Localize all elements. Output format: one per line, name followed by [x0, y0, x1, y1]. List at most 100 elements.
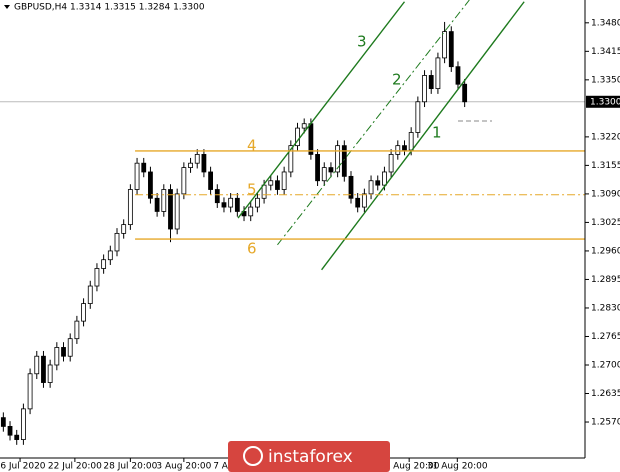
candle-body: [107, 250, 113, 261]
candle-body: [435, 57, 441, 90]
candle-body: [81, 303, 86, 322]
candle-body: [47, 364, 53, 383]
candle-body: [181, 167, 187, 195]
watermark-banner: [228, 441, 390, 472]
candle-body: [361, 193, 367, 208]
candle-body: [7, 426, 13, 436]
watermark-text: instaforex: [268, 447, 353, 467]
candle-body: [442, 31, 448, 59]
candle-body: [101, 259, 107, 269]
candle-body: [27, 373, 33, 410]
candle-body: [168, 189, 173, 230]
candle-body: [462, 83, 468, 103]
y-tick-label: 1.2960: [591, 246, 620, 256]
current-price-box: [586, 95, 620, 108]
candle-body: [301, 123, 307, 129]
candle-body: [315, 154, 320, 182]
candle-body: [275, 180, 280, 190]
y-tick-label: 1.3025: [591, 218, 620, 228]
y-tick-label: 1.3415: [591, 47, 620, 57]
candle-body: [174, 193, 180, 230]
candle-body: [288, 145, 294, 173]
candle-body: [254, 197, 260, 208]
x-tick-label: 22 Jul 20:00: [48, 462, 102, 472]
line-label: 4: [247, 137, 257, 155]
line-label: 1: [432, 124, 442, 142]
candle-body: [408, 132, 414, 151]
candle-body: [308, 123, 314, 155]
candle-body: [214, 189, 220, 204]
candle-body: [395, 145, 401, 155]
x-tick-label: 31 Aug 20:00: [427, 462, 488, 472]
candle-body: [0, 417, 6, 427]
watermark-icon: [243, 446, 263, 466]
candle-body: [74, 320, 80, 340]
y-tick-label: 1.2635: [591, 389, 620, 399]
candle-body: [20, 408, 26, 440]
x-tick-label: 28 Jul 20:00: [103, 462, 157, 472]
y-tick-label: 1.3220: [591, 132, 620, 142]
candle-body: [94, 268, 100, 287]
candle-body: [154, 197, 160, 212]
line-label: 2: [392, 71, 402, 89]
y-tick-label: 1.2830: [591, 303, 620, 313]
menu-arrow: [4, 5, 10, 9]
x-tick-label: 16 Jul 2020: [0, 462, 46, 472]
candle-body: [402, 145, 407, 151]
candle-body: [281, 171, 287, 190]
candle-body: [188, 162, 193, 168]
y-tick-label: 1.3480: [591, 18, 620, 28]
x-tick-label: 25 Aug 20:00: [379, 462, 440, 472]
line-label: 6: [247, 240, 257, 258]
candle-body: [415, 101, 421, 133]
candle-body: [161, 189, 167, 212]
chart-title: GBPUSD,H4 1.3314 1.3315 1.3284 1.3300: [14, 3, 205, 13]
candle-body: [335, 145, 341, 173]
candle-body: [127, 189, 133, 226]
candle-body: [448, 31, 454, 68]
candle-body: [388, 154, 394, 173]
drawn-line: [237, 1, 406, 219]
candle-body: [355, 197, 361, 208]
y-tick-label: 1.2570: [591, 418, 620, 428]
candle-body: [321, 167, 327, 182]
candle-body: [67, 338, 73, 357]
candle-body: [428, 75, 434, 90]
y-tick-label: 1.2895: [591, 275, 620, 285]
candle-body: [382, 171, 387, 186]
candle-body: [87, 285, 93, 304]
y-tick-label: 1.2700: [591, 360, 620, 370]
candle-body: [134, 162, 140, 190]
candle-body: [141, 162, 147, 173]
candle-body: [201, 154, 207, 173]
candle-body: [234, 197, 240, 212]
candle-body: [348, 175, 354, 199]
candle-body: [221, 202, 227, 208]
candle-body: [54, 347, 60, 366]
candle-body: [375, 180, 381, 186]
x-tick-label: 3 Aug 20:00: [156, 462, 211, 472]
line-label: 3: [357, 33, 367, 51]
candle-body: [295, 127, 300, 147]
candle-body: [194, 154, 200, 164]
candle-body: [368, 180, 374, 195]
y-tick-label: 1.3090: [591, 189, 620, 199]
candle-body: [248, 206, 254, 217]
candle-body: [208, 171, 214, 190]
line-label: 5: [247, 181, 257, 199]
candle-body: [148, 171, 153, 199]
drawn-line: [277, 0, 470, 246]
candle-body: [422, 75, 427, 103]
plot-area: [0, 0, 585, 445]
candle-body: [14, 434, 20, 440]
candle-body: [114, 232, 120, 252]
candle-body: [34, 355, 40, 375]
candle-body: [228, 197, 234, 208]
y-tick-label: 1.3350: [591, 75, 620, 85]
candle-body: [61, 347, 66, 357]
candle-body: [455, 66, 461, 85]
candle-body: [328, 167, 334, 173]
